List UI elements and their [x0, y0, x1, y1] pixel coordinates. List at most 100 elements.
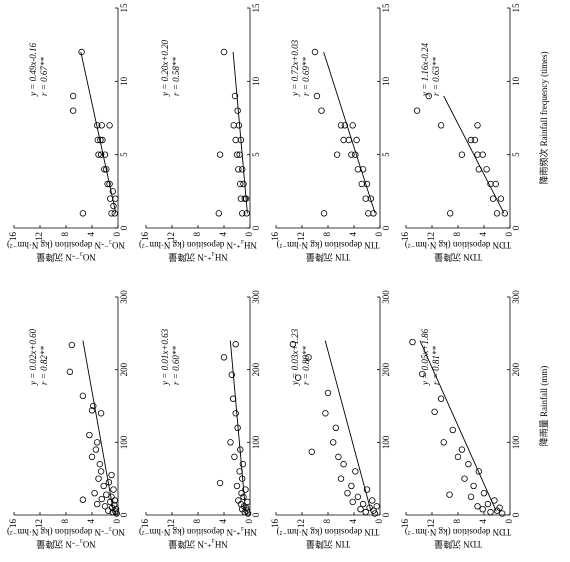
- y-tick-label: 8: [452, 519, 462, 524]
- y-tick-label: 4: [218, 519, 228, 524]
- data-point: [311, 48, 319, 56]
- data-point: [234, 424, 241, 431]
- data-point: [231, 453, 238, 461]
- data-point: [240, 180, 247, 188]
- regression-equation: y = 0.01x+0.63: [160, 328, 170, 386]
- correlation-label: r = 0.58**: [171, 57, 181, 96]
- trend-line: [323, 51, 376, 214]
- data-point: [88, 453, 96, 461]
- y-tick-label: 16: [270, 519, 280, 529]
- x-tick-label: 5: [119, 152, 129, 157]
- x-tick-label: 10: [381, 76, 391, 86]
- data-point: [78, 48, 85, 56]
- correlation-label: r = 0.67**: [39, 57, 49, 96]
- data-point: [242, 486, 249, 493]
- x-tick-label: 15: [381, 3, 391, 13]
- data-point: [106, 195, 114, 202]
- data-point: [358, 180, 365, 188]
- data-point: [337, 122, 345, 129]
- data-point: [348, 482, 355, 490]
- data-point: [232, 410, 239, 417]
- data-point: [367, 195, 375, 202]
- data-point: [90, 402, 97, 410]
- data-point: [230, 122, 237, 129]
- data-point: [91, 490, 98, 497]
- data-point: [341, 122, 349, 129]
- y-tick-label: 8: [60, 232, 70, 237]
- data-point: [320, 210, 328, 217]
- y-axis-label: NO₃⁻-N 沉降量: [36, 539, 96, 550]
- regression-equation: y = 0.49x-0.16: [28, 42, 38, 97]
- data-point: [98, 495, 105, 503]
- x-tick-label: 0: [251, 225, 261, 230]
- x-tick-label: 10: [119, 76, 129, 86]
- x-tick-label: 0: [511, 512, 521, 517]
- data-point: [409, 338, 416, 346]
- data-point: [232, 341, 239, 348]
- data-point: [470, 482, 477, 490]
- data-point: [467, 493, 475, 501]
- y-axis-label: NH₄⁺-N deposition (kg N·hm⁻²): [139, 240, 257, 250]
- data-point: [357, 505, 364, 513]
- x-tick-label: 0: [381, 512, 391, 517]
- data-point: [108, 210, 115, 217]
- regression-equation: y = 0.05x+1.86: [420, 328, 430, 386]
- data-point: [491, 497, 498, 504]
- data-point: [244, 498, 251, 506]
- y-tick-label: 0: [374, 519, 384, 524]
- x-tick-label: 300: [119, 290, 129, 304]
- data-point: [101, 503, 109, 510]
- y-tick-label: 4: [348, 232, 358, 237]
- data-point: [458, 151, 466, 158]
- x-tick-label: 0: [511, 225, 521, 230]
- data-point: [492, 180, 499, 188]
- data-point: [93, 500, 101, 508]
- data-point: [465, 460, 472, 468]
- trend-line: [324, 340, 372, 512]
- regression-equation: y = 0.03x+1.23: [290, 328, 300, 386]
- correlation-label: r = 0.80**: [301, 346, 311, 385]
- x-tick-label: 300: [511, 290, 521, 304]
- correlation-label: r = 0.81**: [431, 346, 441, 385]
- data-point: [95, 475, 102, 482]
- data-point: [66, 368, 74, 376]
- data-point: [232, 136, 239, 144]
- y-tick-label: 8: [322, 519, 332, 524]
- y-axis-label: NH₄⁺-N deposition (kg N·hm⁻²): [139, 527, 257, 537]
- data-point: [229, 395, 237, 402]
- x-tick-label: 200: [381, 362, 391, 376]
- data-point: [216, 479, 224, 487]
- x-tick-label: 0: [119, 512, 129, 517]
- x-tick-label: 5: [511, 152, 521, 157]
- data-point: [101, 151, 109, 158]
- regression-equation: y = 0.72x+0.03: [290, 39, 300, 97]
- y-tick-label: 12: [34, 519, 44, 528]
- x-tick-label: 5: [381, 152, 391, 157]
- data-point: [313, 92, 321, 100]
- y-tick-label: 16: [140, 232, 150, 242]
- regression-equation: y = 0.20x+0.20: [160, 39, 170, 97]
- data-point: [337, 475, 345, 482]
- data-point: [458, 446, 466, 453]
- y-axis-label: TIN deposition (kg N·hm⁻²): [277, 240, 380, 250]
- data-point: [97, 136, 104, 144]
- data-point: [97, 468, 105, 475]
- y-tick-label: 0: [112, 232, 122, 237]
- data-point: [324, 389, 332, 397]
- y-tick-label: 16: [8, 519, 18, 529]
- data-point: [97, 151, 105, 158]
- y-tick-label: 0: [504, 232, 514, 237]
- x-tick-label: 100: [119, 435, 129, 449]
- x-tick-label: 5: [251, 152, 261, 157]
- data-point: [499, 510, 506, 517]
- y-tick-label: 8: [60, 519, 70, 524]
- trend-line: [232, 51, 248, 214]
- data-point: [235, 497, 242, 504]
- data-point: [104, 180, 111, 188]
- data-point: [235, 122, 243, 129]
- y-tick-label: 0: [504, 519, 514, 524]
- y-tick-label: 12: [166, 232, 176, 241]
- data-point: [100, 482, 107, 490]
- data-point: [228, 371, 235, 378]
- data-point: [236, 151, 243, 158]
